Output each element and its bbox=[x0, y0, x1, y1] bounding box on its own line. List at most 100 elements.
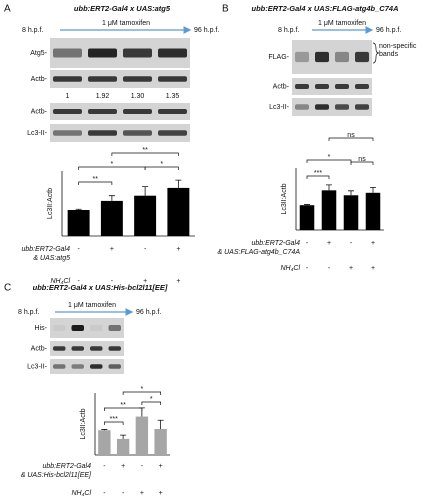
condition-mark: - bbox=[141, 463, 144, 470]
blot-band bbox=[123, 108, 152, 115]
condition-mark: - bbox=[144, 246, 147, 253]
blot bbox=[50, 359, 124, 374]
blot-band bbox=[88, 76, 117, 82]
condition-mark: + bbox=[371, 265, 375, 272]
blot-band bbox=[71, 346, 84, 351]
blot-label: Actb- bbox=[31, 108, 48, 115]
blot-band bbox=[53, 48, 82, 58]
significance-label: * bbox=[328, 154, 331, 161]
significance-label: * bbox=[141, 386, 144, 393]
timeline-start: 8 h.p.f. bbox=[18, 309, 39, 316]
condition-mark: + bbox=[176, 246, 180, 253]
condition-label: ubb:ERT2-Gal4 bbox=[251, 240, 300, 247]
condition-mark: + bbox=[176, 278, 180, 285]
blot-band bbox=[355, 104, 369, 110]
blot-band bbox=[108, 346, 121, 351]
panel-letter: A bbox=[4, 4, 11, 15]
significance-bracket bbox=[328, 137, 374, 141]
error-bar bbox=[157, 419, 164, 429]
bar bbox=[134, 195, 157, 236]
significance-bracket bbox=[122, 391, 161, 395]
blot-band bbox=[53, 325, 66, 331]
timeline-treatment: 1 μM tamoxifen bbox=[318, 20, 366, 27]
significance-label: *** bbox=[110, 416, 118, 423]
blot-band bbox=[158, 130, 187, 136]
error-bar bbox=[101, 429, 108, 431]
blot-band bbox=[335, 104, 349, 110]
error-bar bbox=[348, 190, 354, 196]
bar bbox=[67, 210, 90, 236]
bar bbox=[135, 416, 149, 455]
blot-band bbox=[108, 325, 121, 331]
condition-mark: - bbox=[77, 246, 80, 253]
blot-label: Lc3-II- bbox=[27, 363, 48, 370]
bar bbox=[167, 187, 190, 236]
blot-band bbox=[335, 51, 349, 63]
blot-band bbox=[123, 48, 152, 58]
condition-label: & UAS:His-bcl2l11[EE] bbox=[21, 472, 92, 479]
blot-label: Lc3-II- bbox=[27, 130, 48, 137]
error-bar bbox=[326, 184, 332, 191]
timeline-start: 8 h.p.f. bbox=[278, 27, 299, 34]
error-bar bbox=[75, 208, 82, 210]
blot-band bbox=[123, 130, 152, 136]
note: non-specific bbox=[379, 43, 417, 50]
timeline-treatment: 1 μM tamoxifen bbox=[68, 302, 116, 309]
blot-band bbox=[355, 83, 369, 90]
condition-mark: - bbox=[306, 240, 309, 247]
significance-bracket bbox=[144, 166, 179, 170]
bar bbox=[321, 190, 337, 230]
significance-bracket bbox=[306, 159, 352, 163]
bar bbox=[154, 428, 167, 455]
blot-band bbox=[158, 108, 187, 115]
condition-mark: + bbox=[121, 463, 125, 470]
blot-band bbox=[71, 364, 84, 369]
significance-bracket bbox=[78, 181, 113, 185]
blot-label: Actb- bbox=[31, 345, 48, 352]
blot bbox=[50, 341, 124, 356]
significance-bracket bbox=[306, 175, 330, 179]
quantification: 1 bbox=[66, 93, 70, 100]
quantification: 1.30 bbox=[131, 93, 145, 100]
condition-mark: - bbox=[103, 490, 106, 497]
blot-band bbox=[90, 364, 103, 369]
significance-label: ** bbox=[142, 147, 148, 154]
condition-mark: + bbox=[349, 265, 353, 272]
blot-label: Actb- bbox=[273, 83, 290, 90]
blot-band bbox=[88, 108, 117, 115]
blot bbox=[50, 318, 124, 338]
condition-mark: + bbox=[110, 246, 114, 253]
y-axis-label: Lc3II:Actb bbox=[281, 183, 288, 214]
blot-band bbox=[315, 104, 329, 110]
blot bbox=[50, 70, 190, 88]
blot bbox=[292, 78, 372, 95]
condition-mark: + bbox=[140, 490, 144, 497]
quantification: 1.35 bbox=[166, 93, 180, 100]
blot-band bbox=[295, 51, 309, 63]
significance-label: ** bbox=[120, 402, 126, 409]
blot-band bbox=[295, 104, 309, 110]
significance-label: ns bbox=[358, 156, 366, 163]
blot-band bbox=[53, 346, 66, 351]
blot-band bbox=[53, 76, 82, 82]
blot-band bbox=[108, 364, 121, 369]
significance-label: *** bbox=[314, 170, 322, 177]
condition-label: ubb:ERT2-Gal4 bbox=[21, 246, 70, 253]
significance-bracket bbox=[111, 152, 179, 156]
condition-mark: + bbox=[143, 278, 147, 285]
timeline-end: 96 h.p.f. bbox=[136, 309, 161, 316]
blot-label: Actb- bbox=[31, 76, 48, 83]
condition-mark: - bbox=[306, 265, 309, 272]
error-bar bbox=[108, 195, 115, 201]
timeline-treatment: 1 μM tamoxifen bbox=[102, 20, 150, 27]
blot-band bbox=[158, 48, 187, 58]
condition-label: NH₄Cl bbox=[71, 490, 91, 497]
condition-mark: + bbox=[371, 240, 375, 247]
blot-band bbox=[88, 48, 117, 58]
condition-label: ubb:ERT2-Gal4 bbox=[42, 463, 91, 470]
error-bar bbox=[142, 186, 149, 196]
bar bbox=[365, 192, 381, 230]
condition-mark: + bbox=[159, 463, 163, 470]
timeline-start: 8 h.p.f. bbox=[22, 27, 43, 34]
